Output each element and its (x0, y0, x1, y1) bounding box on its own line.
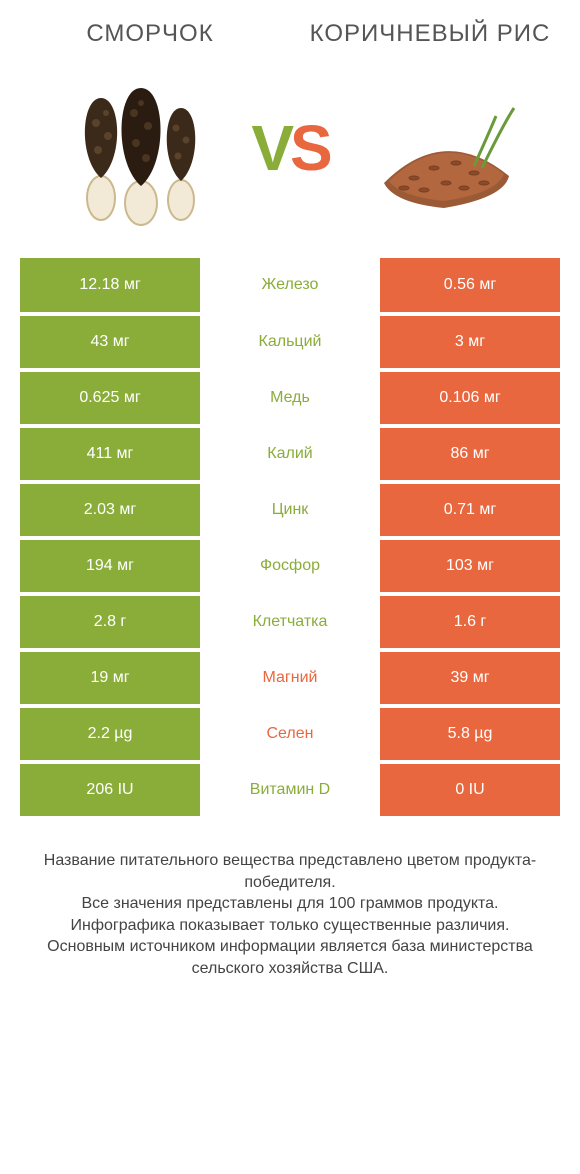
footer-line-3: Инфографика показывает только существенн… (20, 915, 560, 937)
value-right: 0 IU (380, 762, 560, 818)
product-right (329, 68, 560, 228)
value-left: 411 мг (20, 426, 200, 482)
value-left: 19 мг (20, 650, 200, 706)
title-left: Сморчок (10, 20, 290, 48)
value-right: 1.6 г (380, 594, 560, 650)
comparison-table: 12.18 мгЖелезо0.56 мг43 мгКальций3 мг0.6… (20, 258, 560, 820)
nutrient-label: Калий (200, 426, 380, 482)
table-row: 2.03 мгЦинк0.71 мг (20, 482, 560, 538)
table-row: 12.18 мгЖелезо0.56 мг (20, 258, 560, 314)
product-row: VS (0, 58, 580, 258)
value-right: 0.71 мг (380, 482, 560, 538)
vs-v: V (251, 112, 290, 184)
value-right: 0.56 мг (380, 258, 560, 314)
vs-label: VS (251, 111, 328, 185)
nutrient-label: Медь (200, 370, 380, 426)
value-right: 86 мг (380, 426, 560, 482)
footer-line-4: Основным источником информации является … (20, 936, 560, 979)
nutrient-label: Витамин D (200, 762, 380, 818)
value-left: 194 мг (20, 538, 200, 594)
value-right: 103 мг (380, 538, 560, 594)
morel-mushroom-icon (56, 68, 216, 228)
value-left: 2.03 мг (20, 482, 200, 538)
product-left (20, 68, 251, 228)
footer: Название питательного вещества представл… (0, 820, 580, 1010)
value-left: 43 мг (20, 314, 200, 370)
nutrient-label: Цинк (200, 482, 380, 538)
nutrient-label: Магний (200, 650, 380, 706)
table-row: 206 IUВитамин D0 IU (20, 762, 560, 818)
nutrient-label: Селен (200, 706, 380, 762)
value-left: 0.625 мг (20, 370, 200, 426)
vs-s: S (290, 112, 329, 184)
value-right: 0.106 мг (380, 370, 560, 426)
table-row: 2.2 µgСелен5.8 µg (20, 706, 560, 762)
table-row: 411 мгКалий86 мг (20, 426, 560, 482)
table-row: 194 мгФосфор103 мг (20, 538, 560, 594)
value-left: 206 IU (20, 762, 200, 818)
title-right: Коричневый рис (290, 20, 570, 48)
value-right: 39 мг (380, 650, 560, 706)
table-row: 19 мгМагний39 мг (20, 650, 560, 706)
nutrient-label: Фосфор (200, 538, 380, 594)
footer-line-1: Название питательного вещества представл… (20, 850, 560, 893)
table-row: 0.625 мгМедь0.106 мг (20, 370, 560, 426)
header: Сморчок Коричневый рис (0, 0, 580, 58)
footer-line-2: Все значения представлены для 100 граммо… (20, 893, 560, 915)
value-left: 12.18 мг (20, 258, 200, 314)
table-row: 43 мгКальций3 мг (20, 314, 560, 370)
nutrient-label: Клетчатка (200, 594, 380, 650)
value-right: 5.8 µg (380, 706, 560, 762)
value-left: 2.2 µg (20, 706, 200, 762)
table-row: 2.8 гКлетчатка1.6 г (20, 594, 560, 650)
nutrient-label: Железо (200, 258, 380, 314)
value-right: 3 мг (380, 314, 560, 370)
nutrient-label: Кальций (200, 314, 380, 370)
brown-rice-icon (364, 68, 524, 228)
value-left: 2.8 г (20, 594, 200, 650)
